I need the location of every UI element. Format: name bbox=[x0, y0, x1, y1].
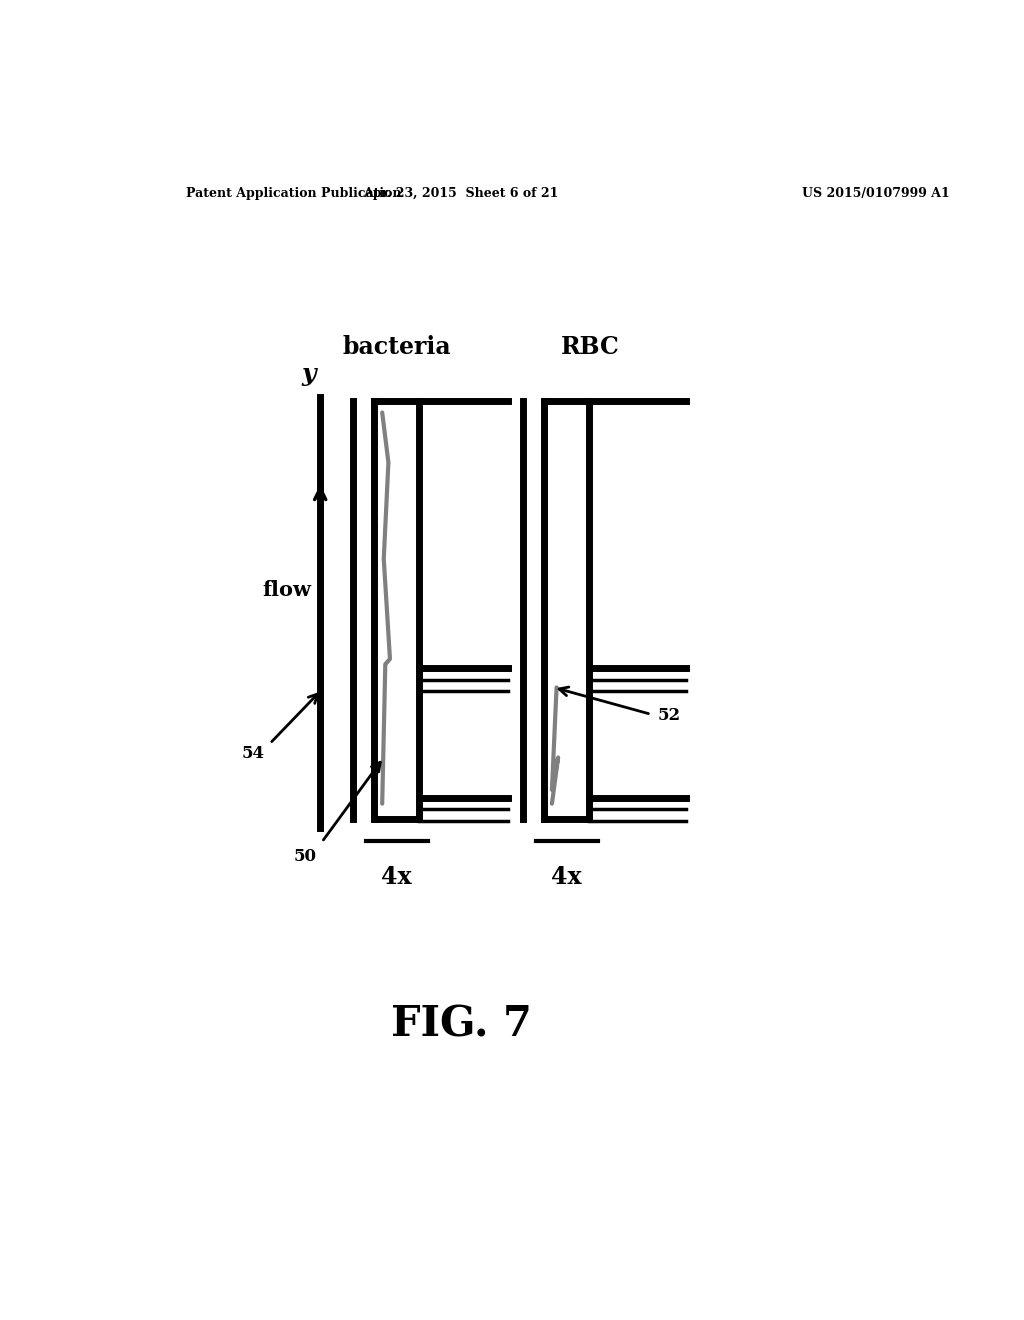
Text: 52: 52 bbox=[657, 708, 681, 725]
Text: y: y bbox=[302, 362, 316, 385]
Text: flow: flow bbox=[262, 579, 311, 599]
Text: RBC: RBC bbox=[560, 334, 620, 359]
Text: Patent Application Publication: Patent Application Publication bbox=[186, 187, 401, 199]
Text: 50: 50 bbox=[294, 849, 317, 866]
Text: Apr. 23, 2015  Sheet 6 of 21: Apr. 23, 2015 Sheet 6 of 21 bbox=[364, 187, 559, 199]
Text: US 2015/0107999 A1: US 2015/0107999 A1 bbox=[802, 187, 950, 199]
Text: 54: 54 bbox=[242, 744, 264, 762]
Text: bacteria: bacteria bbox=[342, 334, 451, 359]
Text: FIG. 7: FIG. 7 bbox=[391, 1003, 531, 1045]
Text: 4x: 4x bbox=[381, 866, 412, 890]
Text: 4x: 4x bbox=[551, 866, 582, 890]
